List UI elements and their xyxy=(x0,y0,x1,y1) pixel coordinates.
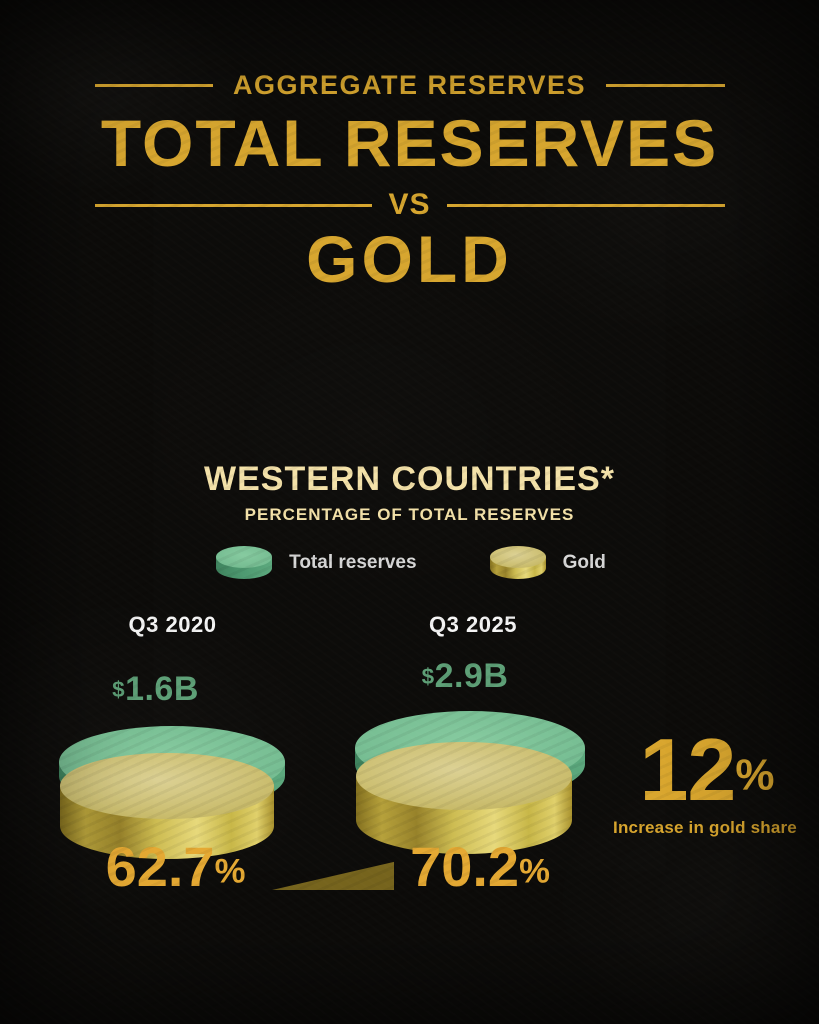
vs-rule-right xyxy=(446,203,725,207)
eyebrow-rule-right xyxy=(606,84,725,87)
section-subtitle: PERCENTAGE OF TOTAL RESERVES xyxy=(244,505,575,524)
reserves-disc-chart-2025 xyxy=(355,711,585,854)
stat-value: 12% xyxy=(612,726,802,814)
vs-rule-left xyxy=(94,203,373,207)
total-amount: 2.9B xyxy=(434,657,509,695)
total-amount: 1.6B xyxy=(125,670,199,708)
gold-share-number: 62.7 xyxy=(105,835,215,898)
gold-share-value-2020: 62.7% xyxy=(68,834,283,899)
stat-label: Increase in gold share xyxy=(613,818,797,837)
legend-label-gold: Gold xyxy=(562,552,606,573)
gold-disc xyxy=(356,742,572,854)
page-title: TOTAL RESERVES xyxy=(100,106,719,180)
eyebrow-rule-left xyxy=(94,84,213,87)
percent-sign: % xyxy=(519,852,550,891)
eyebrow-text: AGGREGATE RESERVES xyxy=(232,70,587,100)
green-coin-icon xyxy=(216,546,273,579)
gold-coin-icon xyxy=(489,546,546,579)
legend-item-total-reserves: Total reserves xyxy=(213,542,417,584)
vs-row: VS xyxy=(94,188,725,222)
currency-sign: $ xyxy=(421,663,435,689)
section-title: WESTERN COUNTRIES* xyxy=(204,460,615,498)
growth-wedge xyxy=(272,861,394,890)
stat-percent-sign: % xyxy=(735,750,775,800)
header-eyebrow-row: AGGREGATE RESERVES xyxy=(94,70,725,101)
gold-share-number: 70.2 xyxy=(410,835,520,898)
page-title-gold: GOLD xyxy=(306,222,513,296)
reserves-disc-chart-2020 xyxy=(59,726,285,859)
currency-sign: $ xyxy=(112,676,126,702)
gold-disc xyxy=(60,753,274,859)
gold-share-value-2025: 70.2% xyxy=(380,834,580,899)
vs-text: VS xyxy=(388,188,431,221)
stat-number: 12 xyxy=(639,720,736,819)
legend-label-total-reserves: Total reserves xyxy=(289,552,417,573)
period-label-2020: Q3 2020 xyxy=(128,612,217,637)
period-label-2025: Q3 2025 xyxy=(429,612,517,637)
legend-item-gold: Gold xyxy=(487,542,606,584)
chart-legend: Total reserves Gold xyxy=(0,542,819,584)
total-reserves-value-2020: $1.6B xyxy=(38,670,273,709)
total-reserves-value-2025: $2.9B xyxy=(345,657,585,696)
percent-sign: % xyxy=(214,852,246,891)
